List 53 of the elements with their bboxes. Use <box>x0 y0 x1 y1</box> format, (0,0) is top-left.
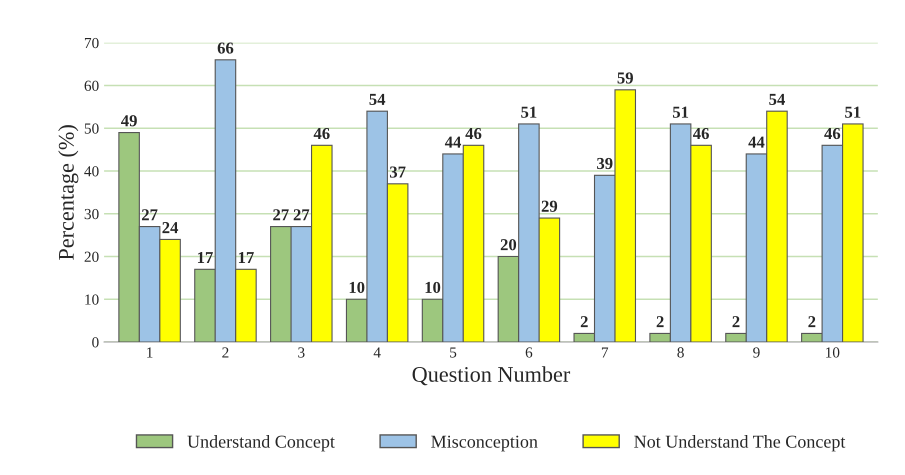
x-tick-label: 8 <box>677 347 684 358</box>
data-label: 24 <box>162 222 178 234</box>
y-tick-label: 30 <box>84 208 99 220</box>
y-tick-label: 60 <box>84 80 99 91</box>
y-tick-label: 50 <box>84 123 99 134</box>
y-tick-label: 20 <box>84 252 99 262</box>
data-label: 2 <box>732 316 740 328</box>
legend-label: Understand Concept <box>187 435 335 452</box>
data-label: 51 <box>521 106 536 118</box>
data-label: 46 <box>465 128 482 140</box>
x-tick-label: 2 <box>222 347 228 358</box>
data-label: 2 <box>656 316 664 328</box>
data-label: 46 <box>824 128 840 140</box>
data-label: 44 <box>748 136 764 148</box>
x-tick-label: 3 <box>298 347 305 358</box>
data-label: 59 <box>618 72 633 84</box>
data-label: 10 <box>426 282 440 294</box>
data-label: 2 <box>580 316 588 328</box>
data-label: 29 <box>542 200 558 212</box>
data-label: 17 <box>238 252 254 263</box>
data-label: 51 <box>672 106 688 118</box>
y-tick-label: 40 <box>84 166 99 176</box>
data-label: 46 <box>692 128 709 140</box>
data-label: 44 <box>444 136 462 148</box>
data-label: 27 <box>294 209 310 220</box>
data-label: 10 <box>350 282 364 294</box>
data-label: 66 <box>218 42 234 54</box>
x-tick-label: 7 <box>602 347 608 358</box>
x-tick-label: 9 <box>753 347 760 358</box>
data-label: 39 <box>597 158 612 170</box>
y-axis-title: Percentage (%) <box>58 125 78 260</box>
data-label: 20 <box>500 239 516 250</box>
x-axis-title: Question Number <box>412 366 570 386</box>
data-label: 54 <box>769 94 785 105</box>
legend-label: Not Understand The Concept <box>634 435 846 452</box>
data-label: 51 <box>845 106 860 118</box>
x-tick-label: 6 <box>526 347 532 358</box>
x-tick-label: 10 <box>826 347 840 358</box>
y-tick-label: 70 <box>84 38 99 48</box>
y-tick-label: 0 <box>92 337 99 348</box>
data-label: 54 <box>370 94 386 105</box>
x-tick-label: 1 <box>147 347 152 358</box>
data-label: 49 <box>121 115 137 126</box>
data-label: 46 <box>314 128 330 140</box>
legend-label: Misconception <box>431 436 538 452</box>
data-label: 27 <box>142 209 158 220</box>
y-tick-label: 10 <box>85 294 99 305</box>
data-label: 2 <box>808 316 816 328</box>
data-label: 17 <box>198 252 213 263</box>
x-tick-label: 5 <box>450 347 456 358</box>
x-tick-label: 4 <box>374 347 381 358</box>
data-label: 27 <box>273 209 289 220</box>
data-label: 37 <box>390 166 406 178</box>
